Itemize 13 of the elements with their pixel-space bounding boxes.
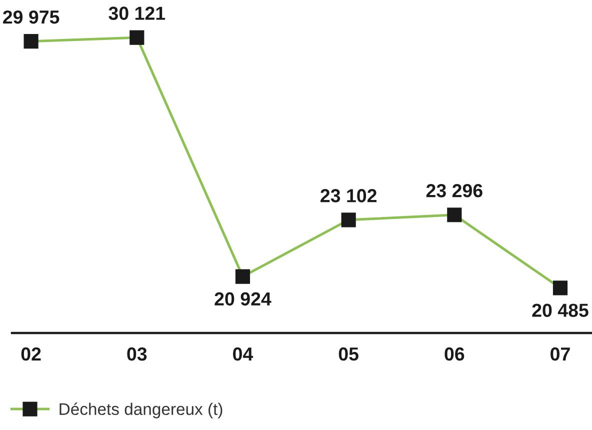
- x-tick-label: 02: [21, 347, 41, 361]
- data-label: 20 485: [532, 304, 588, 317]
- data-label: 20 924: [214, 292, 272, 306]
- data-label: 29 975: [3, 10, 60, 24]
- x-tick-label: 05: [338, 347, 358, 361]
- x-tick-label: 03: [127, 347, 147, 361]
- x-tick-label: 07: [550, 347, 570, 361]
- x-tick-label: 04: [233, 347, 254, 361]
- x-tick-label: 06: [444, 347, 464, 361]
- legend-label: Déchets dangereux (t): [60, 402, 222, 418]
- data-label: 23 296: [426, 184, 482, 198]
- data-label: 23 102: [320, 189, 376, 202]
- data-label: 30 121: [108, 6, 166, 20]
